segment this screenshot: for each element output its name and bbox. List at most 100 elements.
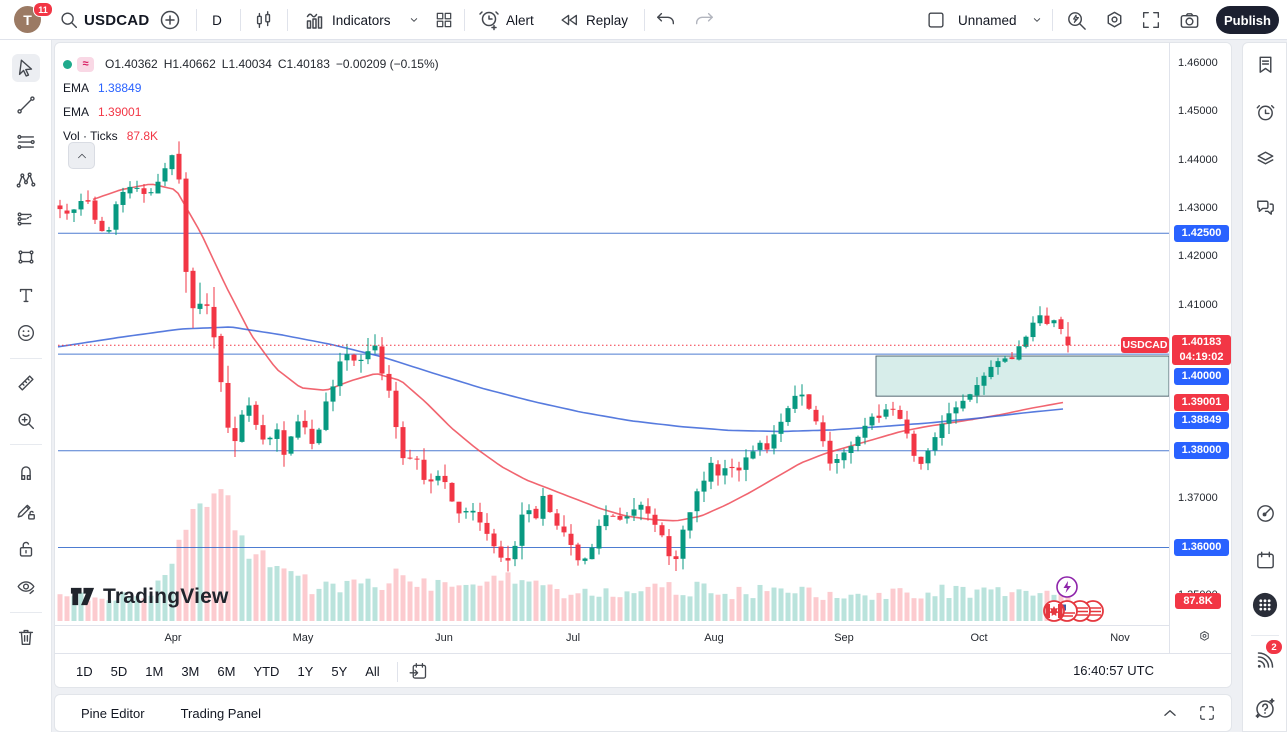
chart-style-icon[interactable]	[251, 0, 277, 40]
legend-main-row[interactable]: ≈ O1.40362 H1.40662 L1.40034 C1.40183 −0.002…	[63, 52, 445, 76]
toolbar-separator	[240, 9, 241, 31]
legend-volume-row[interactable]: Vol · Ticks 87.8K	[63, 124, 445, 148]
timeframe-3m[interactable]: 3M	[181, 664, 200, 679]
price-tick: 1.41000	[1178, 298, 1218, 311]
zoom-in-tool[interactable]	[12, 407, 40, 435]
indicator-label: EMA	[63, 81, 90, 95]
measure-ruler-tool[interactable]	[12, 369, 40, 397]
watermark-text: TradingView	[103, 584, 229, 608]
volume-value: 87.8K	[126, 129, 159, 143]
timeframe-1m[interactable]: 1M	[145, 664, 164, 679]
legend-ema-fast-row[interactable]: EMA 1.39001	[63, 100, 445, 124]
timeframe-ytd[interactable]: YTD	[253, 664, 280, 679]
event-flag-icons[interactable]	[1043, 600, 1109, 627]
toolbar-divider	[10, 358, 42, 359]
pane-collapse-button[interactable]	[68, 142, 95, 169]
lock-all-tool[interactable]	[12, 535, 40, 563]
interval-button[interactable]: D	[212, 12, 222, 28]
current-price-label: 1.40183 04:19:02	[1172, 335, 1231, 365]
redo-icon[interactable]	[691, 0, 717, 40]
quick-search-icon[interactable]	[1063, 0, 1089, 40]
layout-square-icon[interactable]	[923, 0, 949, 40]
remove-drawings-tool[interactable]	[12, 623, 40, 651]
text-tool[interactable]	[12, 281, 40, 309]
ideas-target-icon[interactable]	[1252, 500, 1278, 526]
indicators-button[interactable]: Indicators	[332, 12, 391, 28]
month-label: Nov	[1110, 632, 1130, 644]
hide-drawings-tool[interactable]	[12, 573, 40, 601]
right-sidebar: 2	[1242, 42, 1287, 732]
replay-rewind-icon[interactable]	[556, 0, 582, 40]
alerts-clock-icon[interactable]	[1252, 99, 1278, 125]
economic-calendar-icon[interactable]	[1252, 547, 1278, 573]
settings-gear-icon[interactable]	[1101, 0, 1127, 40]
undo-icon[interactable]	[653, 0, 679, 40]
rectangle-tool[interactable]	[12, 243, 40, 271]
price-tick: 1.37000	[1178, 492, 1218, 505]
xabcd-pattern-tool[interactable]	[12, 166, 40, 194]
cursor-tool[interactable]	[12, 54, 40, 82]
month-label: Jun	[435, 632, 453, 644]
chat-icon[interactable]	[1252, 193, 1278, 219]
layout-grid-icon[interactable]	[431, 0, 457, 40]
emoji-tool[interactable]	[12, 319, 40, 347]
pine-editor-button[interactable]: Pine Editor	[81, 705, 145, 721]
symbol-name[interactable]: USDCAD	[84, 11, 150, 29]
trading-panel-button[interactable]: Trading Panel	[180, 705, 262, 721]
replay-button[interactable]: Replay	[586, 12, 629, 28]
timeframe-1d[interactable]: 1D	[76, 664, 93, 679]
price-tick: 1.43000	[1178, 202, 1218, 215]
fib-lines-tool[interactable]	[12, 128, 40, 156]
alert-button[interactable]: Alert	[506, 12, 534, 28]
chart-legend: ≈ O1.40362 H1.40662 L1.40034 C1.40183 −0.002…	[63, 52, 445, 148]
publish-button[interactable]: Publish	[1216, 6, 1279, 34]
forecast-tool[interactable]	[12, 205, 40, 233]
event-lightning-icon[interactable]	[1056, 576, 1078, 603]
symbol-search-icon[interactable]	[56, 0, 82, 40]
timeframe-5y[interactable]: 5Y	[331, 664, 348, 679]
object-tree-layers-icon[interactable]	[1252, 145, 1278, 171]
timeframe-1y[interactable]: 1Y	[297, 664, 314, 679]
ema-price-label: 1.38849	[1174, 411, 1229, 429]
timeframe-5d[interactable]: 5D	[110, 664, 128, 679]
time-axis[interactable]: Apr May Jun Jul Aug Sep Oct Nov	[55, 625, 1169, 653]
panel-maximize-icon[interactable]	[1197, 703, 1217, 723]
ema-price-label: 1.39001	[1174, 393, 1229, 411]
chart-pane[interactable]: ≈ O1.40362 H1.40662 L1.40034 C1.40183 −0.002…	[54, 42, 1232, 688]
panel-collapse-chevron-icon[interactable]	[1159, 702, 1181, 724]
layout-chevron-down-icon[interactable]	[1027, 0, 1047, 40]
market-status-dot	[63, 59, 72, 69]
drawing-mode-lock-tool[interactable]	[12, 497, 40, 525]
fullscreen-icon[interactable]	[1138, 0, 1164, 40]
clock-utc[interactable]: 16:40:57 UTC	[1073, 663, 1154, 678]
top-toolbar: T 11 USDCAD D Indicators Alert	[0, 0, 1287, 40]
price-axis[interactable]: 1.46000 1.45000 1.44000 1.43000 1.42000 1.410…	[1169, 43, 1231, 653]
timeframe-6m[interactable]: 6M	[217, 664, 236, 679]
help-icon[interactable]	[1252, 695, 1278, 721]
toolbar-separator	[464, 9, 465, 31]
avatar-initial: T	[23, 11, 32, 28]
legend-ema-slow-row[interactable]: EMA 1.38849	[63, 76, 445, 100]
level-price-label: 1.40000	[1174, 367, 1229, 385]
trend-line-tool[interactable]	[12, 91, 40, 119]
apps-menu-icon[interactable]	[1252, 592, 1278, 618]
current-price-symbol-tag: USDCAD	[1121, 337, 1169, 353]
ohlc-values: O1.40362 H1.40662 L1.40034 C1.40183 −0.00209…	[105, 57, 445, 71]
notifications-broadcast-icon[interactable]: 2	[1252, 640, 1282, 673]
magnet-tool[interactable]	[12, 458, 40, 486]
month-label: Oct	[970, 632, 988, 644]
camera-snapshot-icon[interactable]	[1176, 0, 1202, 40]
indicators-chevron-down-icon[interactable]	[404, 0, 424, 40]
alert-clock-icon[interactable]	[476, 0, 502, 40]
price-axis-settings-gear-icon[interactable]	[1197, 629, 1212, 644]
timeframe-all[interactable]: All	[365, 664, 380, 679]
go-to-date-icon[interactable]	[408, 661, 429, 682]
toolbar-separator	[196, 9, 197, 31]
indicators-icon[interactable]	[302, 0, 328, 40]
open-value: O1.40362	[105, 57, 158, 71]
high-value: H1.40662	[163, 57, 216, 71]
layout-name[interactable]: Unnamed	[958, 12, 1017, 28]
watchlist-icon[interactable]	[1252, 51, 1278, 77]
compare-add-icon[interactable]	[157, 0, 183, 40]
level-price-label: 1.36000	[1174, 539, 1229, 556]
